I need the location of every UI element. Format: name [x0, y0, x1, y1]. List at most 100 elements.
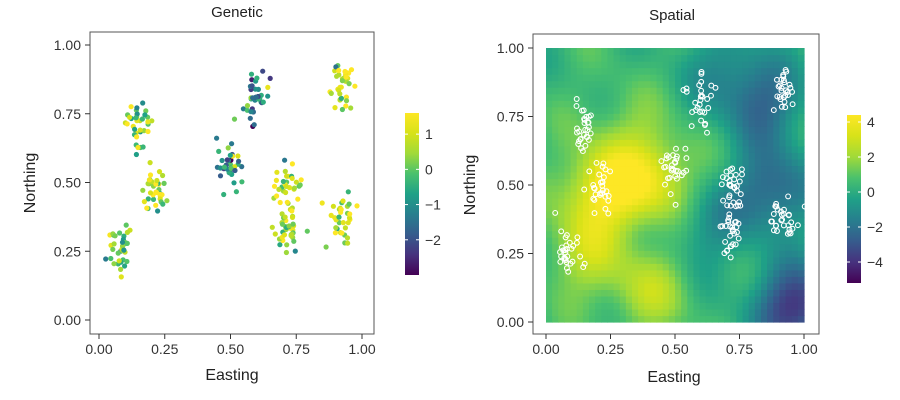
heatmap-cell — [705, 243, 713, 251]
heatmap-cell — [638, 126, 645, 134]
heatmap-cell — [797, 243, 805, 251]
genetic-axes: 0.000.000.250.250.500.500.750.751.001.00 — [54, 37, 376, 357]
heatmap-cell — [570, 80, 578, 88]
heatmap-cell — [558, 237, 566, 245]
heatmap-cell — [546, 217, 553, 225]
spatial-sample-point — [590, 195, 597, 202]
heatmap-cell — [779, 250, 787, 258]
heatmap-cell — [693, 276, 701, 284]
heatmap-cell — [595, 224, 602, 232]
heatmap-cell — [773, 230, 781, 238]
heatmap-cell — [601, 139, 609, 147]
heatmap-cell — [675, 61, 682, 69]
heatmap-cell — [552, 263, 559, 271]
spatial-sample-point — [708, 92, 714, 99]
heatmap-cell — [748, 250, 756, 258]
heatmap-cell — [570, 100, 578, 108]
spatial-sample-point — [602, 205, 609, 212]
heatmap-cell — [607, 145, 615, 153]
genetic-point — [221, 164, 227, 170]
heatmap-cell — [785, 256, 793, 264]
heatmap-cell — [558, 276, 566, 284]
heatmap-cell — [632, 100, 639, 108]
heatmap-cell — [595, 185, 602, 193]
heatmap-cell — [564, 204, 572, 212]
heatmap-cell — [773, 119, 781, 127]
heatmap-cell — [656, 263, 664, 271]
genetic-point — [274, 169, 280, 175]
spatial-sample-point — [719, 174, 726, 181]
spatial-sample-point — [699, 93, 706, 100]
genetic-point — [134, 105, 140, 111]
heatmap-cell — [705, 61, 713, 69]
genetic-point — [140, 187, 146, 193]
heatmap-cell — [681, 295, 688, 304]
heatmap-cell — [589, 308, 596, 317]
heatmap-cell — [650, 263, 658, 271]
heatmap-cell — [613, 93, 621, 101]
heatmap-cell — [564, 152, 572, 160]
heatmap-cell — [638, 61, 645, 69]
heatmap-cell — [607, 113, 615, 121]
genetic-point — [338, 95, 344, 101]
heatmap-cell — [779, 152, 787, 160]
heatmap-cell — [687, 211, 695, 219]
heatmap-cell — [711, 289, 719, 297]
genetic-point — [145, 196, 151, 202]
heatmap-cell — [724, 48, 731, 56]
heatmap-cell — [675, 237, 682, 245]
heatmap-cell — [613, 61, 621, 69]
heatmap-cell — [638, 302, 645, 310]
heatmap-cell — [632, 106, 639, 114]
heatmap-cell — [595, 171, 602, 180]
heatmap-cell — [656, 302, 664, 310]
heatmap-cell — [625, 152, 633, 160]
heatmap-cell — [613, 211, 621, 219]
heatmap-cell — [773, 48, 781, 56]
heatmap-cell — [576, 171, 584, 180]
heatmap-cell — [576, 185, 584, 193]
heatmap-cell — [736, 80, 744, 88]
heatmap-cell — [558, 48, 566, 56]
heatmap-cell — [675, 289, 682, 297]
heatmap-cell — [779, 243, 787, 251]
heatmap-cell — [662, 308, 670, 317]
heatmap-cell — [582, 48, 590, 56]
heatmap-cell — [576, 54, 584, 62]
heatmap-cell — [797, 230, 805, 238]
heatmap-cell — [773, 237, 781, 245]
heatmap-cell — [625, 80, 633, 88]
spatial-sample-point — [570, 242, 577, 249]
heatmap-cell — [613, 204, 621, 212]
heatmap-cell — [552, 315, 559, 323]
colorbar-tick-label: 2 — [867, 149, 875, 165]
heatmap-cell — [625, 295, 633, 304]
heatmap-cell — [711, 243, 719, 251]
heatmap-cell — [632, 152, 639, 160]
heatmap-cell — [552, 132, 559, 140]
heatmap-cell — [552, 211, 559, 219]
heatmap-cell — [779, 198, 787, 206]
heatmap-cell — [711, 191, 719, 199]
heatmap-cell — [582, 191, 590, 199]
heatmap-cell — [693, 100, 701, 108]
heatmap-cell — [644, 113, 652, 121]
spatial-sample-point — [736, 199, 743, 206]
heatmap-cell — [791, 152, 799, 160]
spatial-sample-point — [583, 133, 590, 140]
spatial-sample-point — [683, 155, 690, 162]
heatmap-cell — [767, 224, 774, 232]
heatmap-cell — [668, 67, 676, 75]
heatmap-cell — [625, 230, 633, 238]
heatmap-cell — [558, 80, 566, 88]
heatmap-cell — [705, 295, 713, 304]
heatmap-cell — [773, 132, 781, 140]
heatmap-cell — [785, 126, 793, 134]
heatmap-cell — [546, 132, 553, 140]
spatial-sample-point — [770, 107, 777, 114]
heatmap-cell — [638, 67, 645, 75]
heatmap-cell — [570, 67, 578, 75]
heatmap-cell — [619, 315, 627, 323]
heatmap-cell — [693, 308, 701, 317]
heatmap-cell — [576, 178, 584, 186]
